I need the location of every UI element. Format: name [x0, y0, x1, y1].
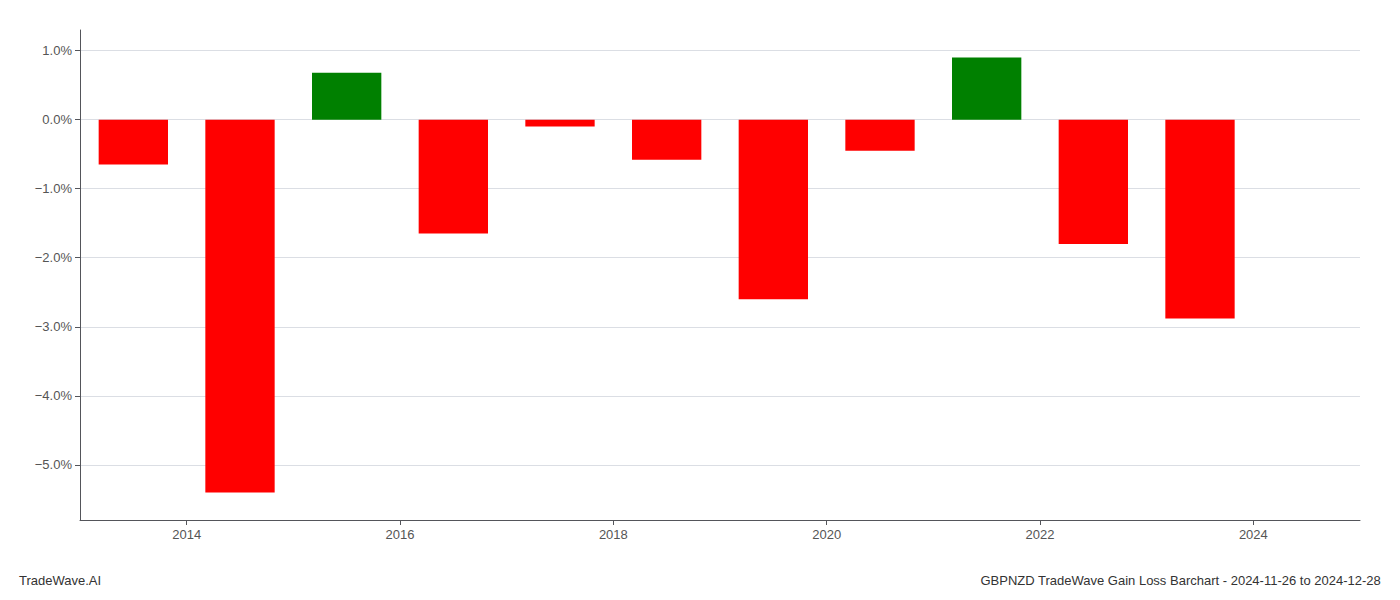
- svg-text:2014: 2014: [172, 527, 201, 542]
- svg-text:2020: 2020: [812, 527, 841, 542]
- svg-text:TradeWave.AI: TradeWave.AI: [19, 573, 101, 588]
- svg-text:−2.0%: −2.0%: [35, 250, 73, 265]
- svg-text:2016: 2016: [386, 527, 415, 542]
- svg-text:2018: 2018: [599, 527, 628, 542]
- svg-text:−4.0%: −4.0%: [35, 388, 73, 403]
- svg-text:0.0%: 0.0%: [42, 112, 72, 127]
- svg-text:−1.0%: −1.0%: [35, 181, 73, 196]
- svg-text:2022: 2022: [1026, 527, 1055, 542]
- svg-text:−3.0%: −3.0%: [35, 319, 73, 334]
- svg-text:1.0%: 1.0%: [42, 43, 72, 58]
- svg-text:GBPNZD TradeWave Gain Loss Bar: GBPNZD TradeWave Gain Loss Barchart - 20…: [980, 573, 1380, 588]
- svg-text:−5.0%: −5.0%: [35, 457, 73, 472]
- svg-text:2024: 2024: [1239, 527, 1268, 542]
